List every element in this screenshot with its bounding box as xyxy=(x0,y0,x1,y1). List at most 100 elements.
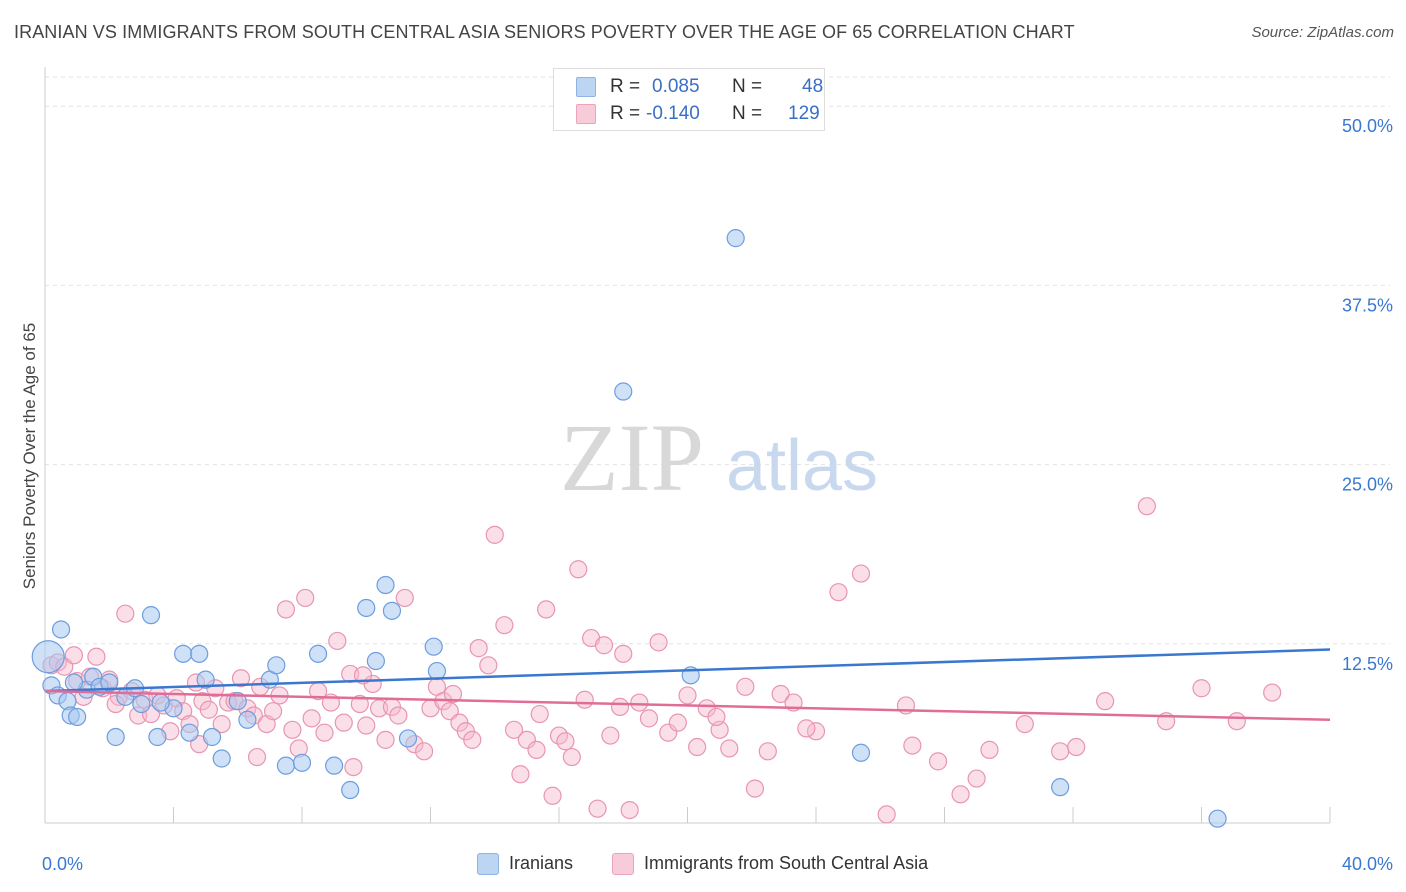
immigrants-point xyxy=(1192,679,1211,698)
x-tick-label: 0.0% xyxy=(42,854,83,874)
immigrants-point xyxy=(797,719,816,738)
immigrants-point xyxy=(720,739,739,758)
immigrants-point xyxy=(231,669,251,688)
watermark-zip: ZIP xyxy=(560,404,704,511)
legend-swatch-iranians xyxy=(576,77,596,97)
immigrants-point xyxy=(283,720,302,739)
immigrants-point xyxy=(562,747,581,767)
iranians-point xyxy=(68,707,87,727)
iranians-point xyxy=(292,753,312,772)
chart-title: IRANIAN VS IMMIGRANTS FROM SOUTH CENTRAL… xyxy=(14,22,1075,42)
immigrants-point xyxy=(357,716,376,735)
iranians-point xyxy=(174,644,193,663)
iranians-point xyxy=(357,598,376,618)
legend-n-label: N = xyxy=(732,103,763,124)
immigrants-point xyxy=(511,765,530,784)
immigrants-point xyxy=(980,740,999,759)
immigrants-point xyxy=(575,690,594,709)
immigrants-point xyxy=(64,646,84,665)
legend-n-value: 48 xyxy=(802,76,824,97)
iranians-point xyxy=(267,656,286,675)
iranians-point xyxy=(31,640,65,674)
iranians-point xyxy=(276,756,296,775)
iranians-point xyxy=(398,729,418,748)
iranians-point xyxy=(202,727,222,747)
immigrants-point xyxy=(771,684,790,704)
legend-r-label: R = xyxy=(610,103,641,124)
immigrants-point xyxy=(614,644,633,663)
y-tick-label: 25.0% xyxy=(1342,475,1393,495)
iranians-point xyxy=(1051,778,1070,797)
iranians-point xyxy=(64,673,84,692)
immigrants-point xyxy=(116,604,135,623)
immigrants-point xyxy=(601,726,620,745)
immigrants-point xyxy=(302,709,321,728)
iranians-point xyxy=(148,727,167,747)
iranians-point xyxy=(308,644,328,663)
axes xyxy=(44,67,1331,824)
immigrants-point xyxy=(350,694,369,714)
iranians-point xyxy=(196,670,215,689)
iranians-point xyxy=(382,601,402,620)
iranians-point xyxy=(180,723,199,742)
legend-label-iranians: Iranians xyxy=(509,853,574,873)
immigrants-point xyxy=(485,525,504,544)
legend-swatch-iranians xyxy=(477,853,499,875)
immigrants-point xyxy=(376,730,395,749)
immigrants-point xyxy=(745,779,765,798)
immigrants-point xyxy=(479,656,498,675)
source-credit: Source: ZipAtlas.com xyxy=(1251,24,1394,41)
legend-label-immigrants: Immigrants from South Central Asia xyxy=(644,853,929,873)
y-axis-label: Seniors Poverty Over the Age of 65 xyxy=(20,322,39,590)
iranians-point xyxy=(424,637,443,656)
immigrants-point xyxy=(247,747,267,767)
iranians-point xyxy=(376,575,395,595)
immigrants-point xyxy=(588,799,607,818)
immigrants-point xyxy=(594,636,614,655)
iranians-point xyxy=(614,382,633,401)
legend-swatch-immigrants xyxy=(612,853,634,875)
iranians-point xyxy=(190,644,209,663)
immigrants-point xyxy=(758,742,777,761)
immigrants-points xyxy=(42,497,1282,824)
immigrants-point xyxy=(463,730,482,749)
y-tick-label: 37.5% xyxy=(1342,295,1393,315)
immigrants-point xyxy=(688,737,707,757)
immigrants-point xyxy=(1096,692,1115,711)
trend-lines xyxy=(44,648,1331,722)
legend-n-label: N = xyxy=(732,76,763,97)
iranians-point xyxy=(1208,809,1227,828)
immigrants-point xyxy=(928,752,948,771)
iranians-point xyxy=(100,673,119,692)
legend-r-value: 0.085 xyxy=(652,76,700,97)
immigrants-point xyxy=(877,805,896,824)
immigrants-point xyxy=(620,800,639,820)
gridlines xyxy=(45,76,1390,645)
immigrants-point xyxy=(1067,737,1086,757)
immigrants-point xyxy=(951,785,970,804)
immigrants-point xyxy=(1137,497,1156,516)
iranians-point xyxy=(106,727,125,747)
correlation-legend: R = 0.085 N = 48 R = -0.140 N = 129 xyxy=(553,68,825,131)
iranians-points xyxy=(31,229,1227,828)
immigrants-point xyxy=(678,686,697,705)
immigrants-point xyxy=(1015,714,1034,734)
iranians-point xyxy=(151,693,170,712)
immigrants-point xyxy=(296,588,315,608)
iranians-point xyxy=(341,780,360,800)
immigrants-point xyxy=(199,700,218,719)
immigrants-point xyxy=(469,639,488,658)
immigrants-point xyxy=(1227,712,1246,731)
immigrants-point xyxy=(537,600,556,619)
x-tick-label: 40.0% xyxy=(1342,854,1393,874)
immigrants-point xyxy=(630,693,649,712)
immigrants-point xyxy=(649,633,668,652)
iranians-point xyxy=(141,606,161,625)
immigrants-point xyxy=(263,702,283,721)
immigrants-point xyxy=(639,709,659,728)
immigrants-point xyxy=(87,647,106,666)
y-tick-label: 50.0% xyxy=(1342,116,1393,136)
legend-swatch-immigrants xyxy=(576,104,596,124)
immigrants-point xyxy=(389,706,408,725)
